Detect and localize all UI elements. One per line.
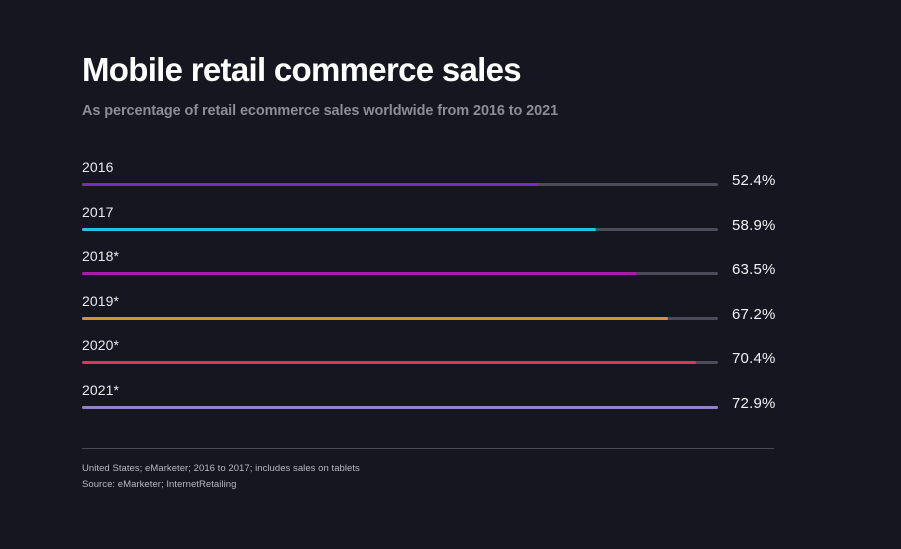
bar-fill (82, 272, 636, 275)
bar-category-label: 2018* (82, 248, 120, 264)
bar-row: 2019* 67.2% (82, 294, 822, 339)
bar-track (82, 183, 718, 186)
bar-category-label: 2021* (82, 381, 120, 398)
footer-divider (82, 448, 774, 449)
bar-row: 2021* 72.9% (82, 383, 822, 428)
bar-category-label: 2020* (82, 337, 120, 353)
bar-value-label: 58.9% (732, 216, 776, 234)
bar-category-label: 2016 (82, 159, 114, 175)
bar-row: 2018* 63.5% (82, 249, 822, 294)
chart-footer: United States; eMarketer; 2016 to 2017; … (82, 461, 782, 492)
bar-track (82, 316, 718, 320)
bar-row: 2016 52.4% (82, 160, 822, 205)
bar-value-label: 72.9% (732, 394, 776, 412)
bar-row: 2017 58.9% (82, 205, 822, 250)
bar-track (82, 405, 718, 409)
bar-track (82, 227, 718, 231)
bar-list: 2016 52.4% 2017 58.9% 2018* 63.5% 2019* (82, 160, 822, 427)
bar-fill (82, 227, 596, 231)
bar-fill (82, 361, 697, 364)
bar-value-label: 63.5% (732, 261, 776, 278)
chart-subtitle: As percentage of retail ecommerce sales … (82, 102, 559, 119)
bar-fill (82, 316, 669, 320)
page-title: Mobile retail commerce sales (82, 51, 522, 88)
bar-row: 2020* 70.4% (82, 338, 822, 383)
footer-note: United States; eMarketer; 2016 to 2017; … (82, 463, 360, 474)
bar-value-label: 67.2% (732, 305, 776, 323)
footer-source: Source: eMarketer; InternetRetailing (82, 478, 237, 490)
bar-track (82, 272, 718, 275)
bar-track (82, 361, 718, 364)
chart-header: Mobile retail commerce sales As percenta… (82, 51, 842, 119)
bar-fill (82, 405, 718, 409)
bar-value-label: 52.4% (732, 172, 776, 189)
bar-category-label: 2019* (82, 292, 120, 309)
bar-fill (82, 183, 540, 186)
bar-value-label: 70.4% (732, 350, 776, 367)
bar-category-label: 2017 (82, 203, 114, 220)
